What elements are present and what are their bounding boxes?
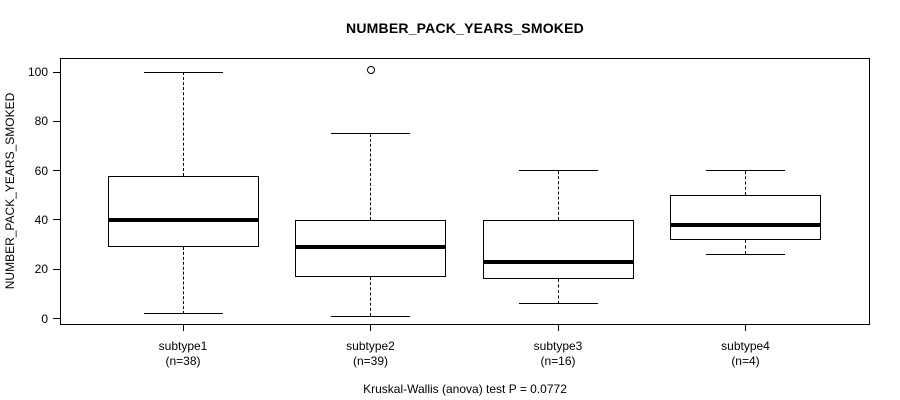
iqr-box (670, 195, 821, 240)
y-axis-tick (53, 170, 60, 172)
iqr-box (482, 219, 634, 280)
y-axis-tick-label: 60 (34, 163, 48, 178)
median-line (482, 259, 634, 264)
upper-whisker-cap (518, 170, 598, 172)
group-n-count: (n=4) (731, 354, 760, 368)
x-axis-group-label: subtype1 (n=38) (93, 339, 273, 369)
y-axis-tick (53, 219, 60, 221)
x-axis-tick (557, 325, 559, 331)
lower-whisker-line (182, 247, 184, 314)
upper-whisker-line (557, 170, 559, 220)
x-axis-tick (182, 325, 184, 331)
y-axis-tick-label: 40 (34, 212, 48, 227)
lower-whisker-cap (706, 253, 785, 255)
iqr-box (107, 175, 259, 247)
y-axis-tick (53, 268, 60, 270)
y-axis-label: NUMBER_PACK_YEARS_SMOKED (3, 92, 17, 290)
lower-whisker-cap (518, 303, 598, 305)
upper-whisker-cap (706, 170, 785, 172)
median-line (295, 245, 446, 249)
group-name: subtype3 (533, 339, 583, 353)
group-n-count: (n=16) (540, 354, 576, 368)
x-axis-tick (745, 325, 746, 331)
upper-whisker-line (182, 72, 184, 176)
y-axis-tick-label: 20 (34, 262, 48, 277)
y-axis-tick-label: 0 (41, 311, 48, 326)
group-name: subtype1 (158, 339, 208, 353)
upper-whisker-line (370, 133, 371, 220)
y-axis-tick (53, 71, 60, 73)
upper-whisker-cap (143, 71, 223, 73)
upper-whisker-cap (331, 133, 410, 135)
y-axis-tick-label: 100 (27, 65, 48, 79)
group-n-count: (n=39) (352, 354, 389, 368)
group-name: subtype2 (346, 339, 395, 353)
x-axis-group-label: subtype4 (n=4) (656, 339, 836, 369)
median-line (107, 217, 259, 222)
y-axis-tick (53, 318, 60, 319)
group-n-count: (n=38) (165, 354, 201, 368)
lower-whisker-cap (143, 313, 223, 315)
x-axis-group-label: subtype2 (n=39) (281, 339, 461, 369)
stat-test-annotation: Kruskal-Wallis (anova) test P = 0.0772 (363, 382, 567, 396)
group-name: subtype4 (721, 339, 770, 353)
y-axis-tick (53, 120, 60, 122)
chart-title: NUMBER_PACK_YEARS_SMOKED (346, 20, 584, 36)
lower-whisker-cap (331, 315, 410, 317)
lower-whisker-line (370, 276, 371, 317)
lower-whisker-line (745, 239, 746, 255)
x-axis-group-label: subtype3 (n=16) (468, 339, 648, 369)
upper-whisker-line (745, 170, 746, 196)
lower-whisker-line (557, 279, 559, 304)
x-axis-tick (370, 325, 371, 331)
median-line (670, 222, 821, 227)
y-axis-tick-label: 80 (34, 114, 48, 129)
outlier-point (366, 65, 375, 74)
